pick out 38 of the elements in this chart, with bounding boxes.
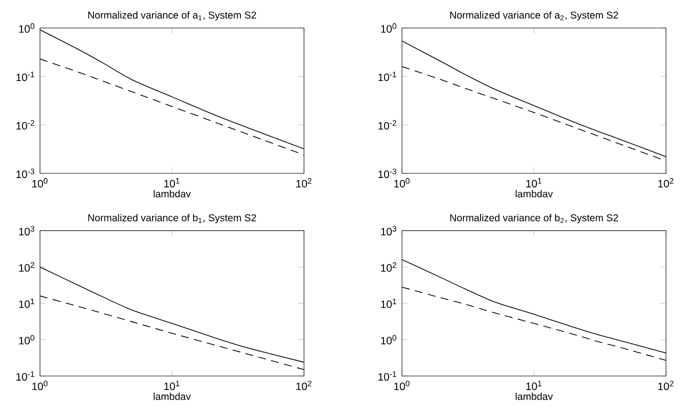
x-axis-title: lambdav bbox=[516, 190, 553, 198]
x-tick-label: 10$^{2}$ bbox=[658, 178, 674, 188]
y-tick-label: 10$^{-1}$ bbox=[378, 371, 396, 381]
y-tick-label: 10$^{-1}$ bbox=[16, 371, 34, 381]
x-tick-label: 10$^{1}$ bbox=[526, 380, 542, 390]
y-tick-label: 10$^{-1}$ bbox=[16, 72, 34, 82]
x-tick-label: 10$^{0}$ bbox=[394, 178, 410, 188]
y-tick-label: 10$^{-2}$ bbox=[378, 120, 396, 130]
y-tick-label: 10$^{0}$ bbox=[19, 334, 34, 344]
x-axis-title: lambdav bbox=[154, 392, 191, 400]
y-tick-label: 10$^{0}$ bbox=[381, 23, 396, 33]
x-tick-label: 10$^{0}$ bbox=[32, 178, 48, 188]
x-tick-label: 10$^{2}$ bbox=[296, 380, 312, 390]
x-tick-label: 10$^{0}$ bbox=[32, 380, 48, 390]
chart-title: Normalized variance of a$_{2}$, System S2 bbox=[450, 11, 618, 21]
x-tick-label: 10$^{2}$ bbox=[658, 380, 674, 390]
x-tick-label: 10$^{2}$ bbox=[296, 178, 312, 188]
chart-title: Normalized variance of b$_{2}$, System S2 bbox=[450, 214, 618, 224]
chart-title: Normalized variance of b$_{1}$, System S2 bbox=[88, 214, 256, 224]
y-tick-label: 10$^{2}$ bbox=[19, 262, 34, 272]
y-tick-label: 10$^{-2}$ bbox=[16, 120, 34, 130]
x-tick-label: 10$^{1}$ bbox=[526, 178, 542, 188]
chart-title: Normalized variance of a$_{1}$, System S2 bbox=[88, 11, 256, 21]
y-tick-label: 10$^{-1}$ bbox=[378, 72, 396, 82]
y-tick-label: 10$^{0}$ bbox=[19, 23, 34, 33]
y-tick-label: 10$^{1}$ bbox=[19, 298, 34, 308]
y-tick-label: 10$^{2}$ bbox=[381, 262, 396, 272]
x-tick-label: 10$^{1}$ bbox=[164, 380, 180, 390]
y-tick-label: 10$^{0}$ bbox=[381, 334, 396, 344]
y-tick-label: 10$^{1}$ bbox=[381, 298, 396, 308]
x-axis-title: lambdav bbox=[516, 392, 553, 400]
y-tick-label: 10$^{3}$ bbox=[19, 226, 34, 236]
y-tick-label: 10$^{-3}$ bbox=[16, 168, 34, 178]
x-axis-title: lambdav bbox=[154, 190, 191, 198]
y-tick-label: 10$^{3}$ bbox=[381, 226, 396, 236]
y-tick-label: 10$^{-3}$ bbox=[378, 168, 396, 178]
x-tick-label: 10$^{0}$ bbox=[394, 380, 410, 390]
x-tick-label: 10$^{1}$ bbox=[164, 178, 180, 188]
